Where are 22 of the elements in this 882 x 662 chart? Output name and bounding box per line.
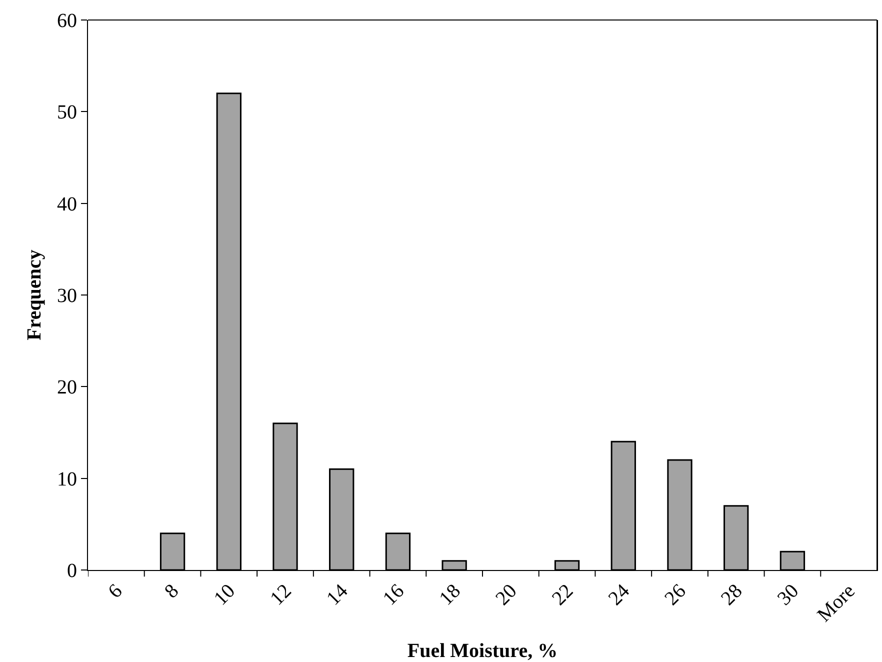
x-tick-label: 20 — [492, 580, 522, 610]
x-axis-title: Fuel Moisture, % — [407, 640, 558, 662]
x-tick-label: 26 — [660, 580, 690, 610]
y-tick-label: 0 — [67, 560, 77, 582]
x-tick-label: 16 — [378, 580, 409, 610]
y-axis-title: Frequency — [24, 250, 46, 340]
x-tick-label: 22 — [548, 580, 578, 610]
y-tick-label: 10 — [57, 468, 77, 490]
x-tick-label: 10 — [210, 580, 240, 610]
x-tick-label: 12 — [266, 580, 296, 610]
y-tick-label: 60 — [57, 10, 77, 32]
x-tick-label: 30 — [773, 580, 804, 610]
x-tick-label: 8 — [160, 580, 184, 603]
y-tick-label: 40 — [57, 193, 77, 216]
y-tick-label: 50 — [57, 102, 77, 124]
x-tick-label: 24 — [604, 580, 634, 610]
x-tick-label: 14 — [322, 580, 352, 610]
y-tick-label: 20 — [57, 376, 77, 399]
x-tick-label: 18 — [435, 580, 465, 610]
x-tick-label: 6 — [104, 580, 127, 603]
x-tick-label: 28 — [717, 580, 747, 610]
y-tick-label: 30 — [57, 285, 77, 307]
